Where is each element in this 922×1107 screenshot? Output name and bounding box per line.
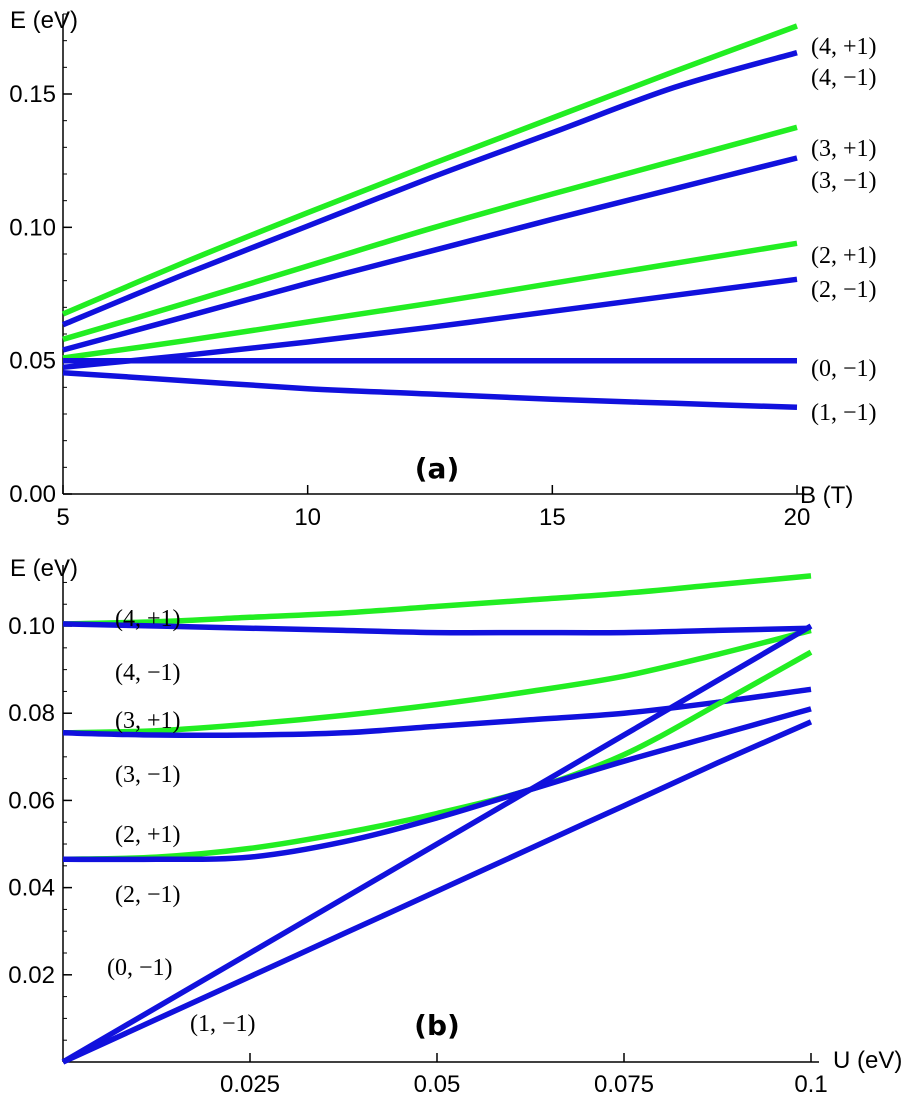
series-label: (4, +1) xyxy=(811,34,877,60)
x-tick-label: 0.05 xyxy=(414,1071,461,1098)
series-line xyxy=(62,276,798,371)
series-line xyxy=(62,706,812,863)
x-tick-label: 0.025 xyxy=(220,1071,280,1098)
series-line xyxy=(61,719,813,1065)
y-tick-label: 0.02 xyxy=(8,962,55,989)
panel-a: 0.00 0.05 0.10 0.15 5 10 15 20 E (eV) B (T) (a) (4,… xyxy=(9,7,876,531)
x-tick-label: 10 xyxy=(294,504,321,531)
series-line xyxy=(62,124,798,342)
x-tick-label: 15 xyxy=(539,504,566,531)
y-axis-label: E (eV) xyxy=(10,7,78,34)
series-label: (4, +1) xyxy=(115,606,181,632)
panel-b: 0.02 0.04 0.06 0.08 0.10 0.025 0.05 0.075 0.1 E (… xyxy=(8,555,902,1098)
series-line xyxy=(61,50,798,328)
y-tick-label: 0.10 xyxy=(8,613,55,640)
series-label: (2, +1) xyxy=(811,243,877,269)
x-tick-label: 20 xyxy=(784,504,811,531)
series-line xyxy=(62,627,812,736)
series-label: (1, −1) xyxy=(811,400,877,426)
y-tick-label: 0.04 xyxy=(8,875,55,902)
series-label: (2, +1) xyxy=(115,822,181,848)
series-label: (2, −1) xyxy=(811,277,877,303)
x-tick-label: 0.1 xyxy=(794,1071,827,1098)
y-tick-label: 0.15 xyxy=(9,81,56,108)
series-line xyxy=(62,155,798,353)
series-label: (3, +1) xyxy=(115,708,181,734)
y-tick-label: 0.00 xyxy=(9,481,56,508)
series-label: (0, −1) xyxy=(107,955,173,981)
series-line xyxy=(61,623,813,1065)
x-axis-label: B (T) xyxy=(800,482,853,509)
series-line xyxy=(62,573,812,627)
y-axis-label: E (eV) xyxy=(10,555,78,582)
series-label: (3, −1) xyxy=(811,168,877,194)
x-tick-label: 5 xyxy=(56,504,69,531)
series-line xyxy=(62,240,798,361)
series-line xyxy=(62,369,798,411)
series-label: (4, −1) xyxy=(811,65,877,91)
series-label: (3, −1) xyxy=(115,762,181,788)
series-line xyxy=(62,686,812,739)
series-line xyxy=(62,621,812,636)
y-tick-label: 0.05 xyxy=(9,348,56,375)
y-tick-label: 0.06 xyxy=(8,787,55,814)
x-axis-label: U (eV) xyxy=(833,1047,902,1074)
series-label: (4, −1) xyxy=(115,660,181,686)
series-label: (2, −1) xyxy=(115,882,181,908)
series-label: (3, +1) xyxy=(811,136,877,162)
panel-tag: (b) xyxy=(414,1009,460,1042)
series-label: (0, −1) xyxy=(811,356,877,382)
y-tick-label: 0.08 xyxy=(8,700,55,727)
series-line xyxy=(62,649,813,863)
series-label: (1, −1) xyxy=(190,1011,256,1037)
series-line xyxy=(61,23,798,317)
panel-tag: (a) xyxy=(415,452,460,485)
x-tick-label: 0.075 xyxy=(594,1071,654,1098)
y-tick-label: 0.10 xyxy=(9,214,56,241)
